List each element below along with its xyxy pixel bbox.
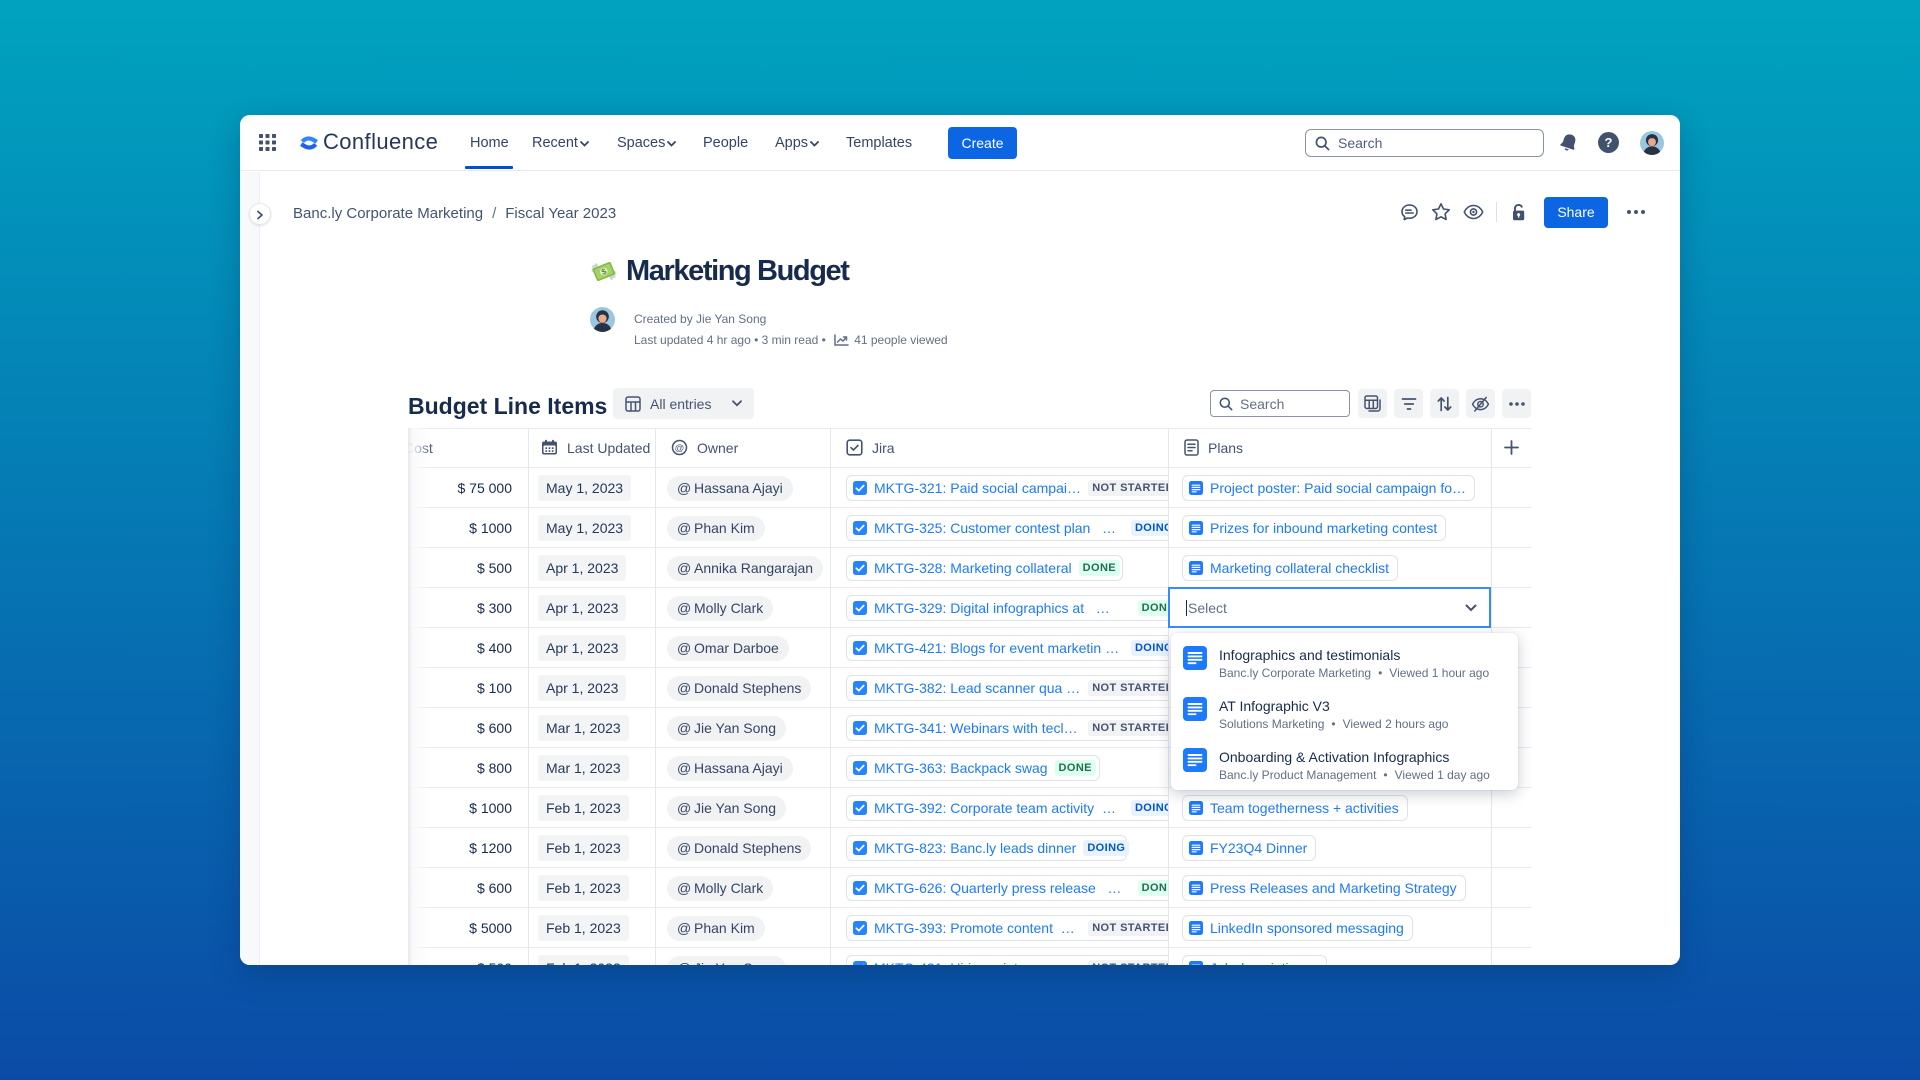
svg-text:@: @ bbox=[675, 443, 685, 454]
svg-text:$: $ bbox=[600, 266, 608, 277]
